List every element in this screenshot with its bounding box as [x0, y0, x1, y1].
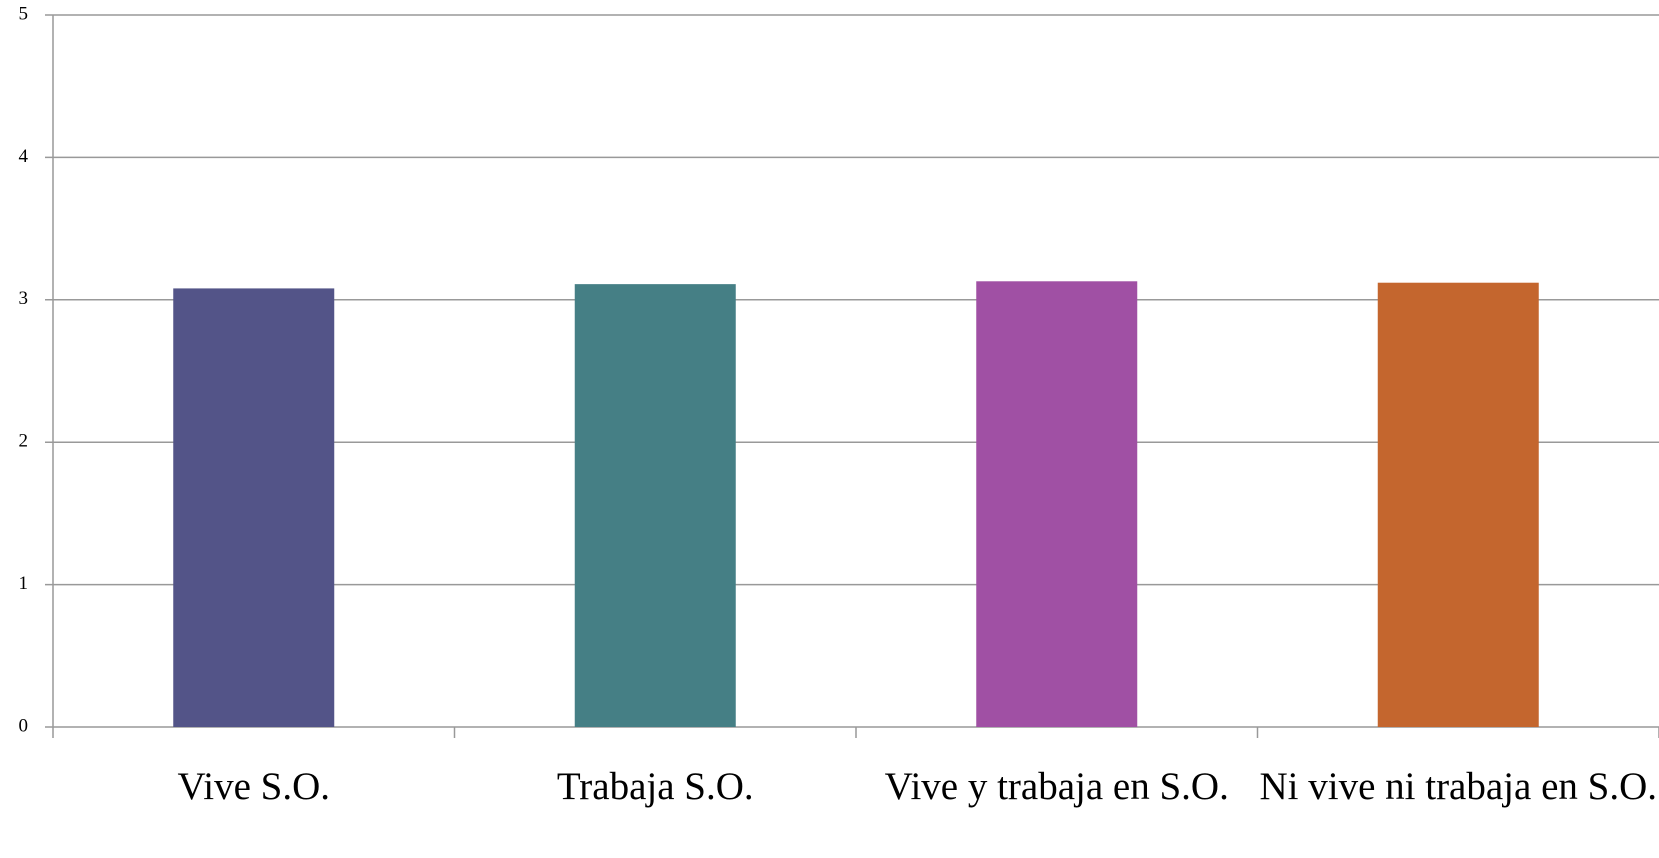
x-tick-label: Vive y trabaja en S.O.: [884, 765, 1229, 808]
x-tick-label: Trabaja S.O.: [556, 765, 754, 808]
bar: [1377, 282, 1539, 727]
bar: [173, 288, 335, 727]
bar: [976, 281, 1138, 727]
y-tick-label: 5: [19, 3, 29, 24]
y-tick-label: 1: [19, 573, 29, 594]
y-tick-label: 3: [19, 288, 29, 309]
x-tick-label: Vive S.O.: [177, 765, 331, 808]
y-tick-label: 0: [19, 715, 29, 736]
y-tick-label: 2: [19, 431, 29, 452]
bar: [574, 284, 736, 727]
x-tick-label: Ni vive ni trabaja en S.O.: [1259, 765, 1657, 808]
y-tick-label: 4: [19, 146, 29, 167]
